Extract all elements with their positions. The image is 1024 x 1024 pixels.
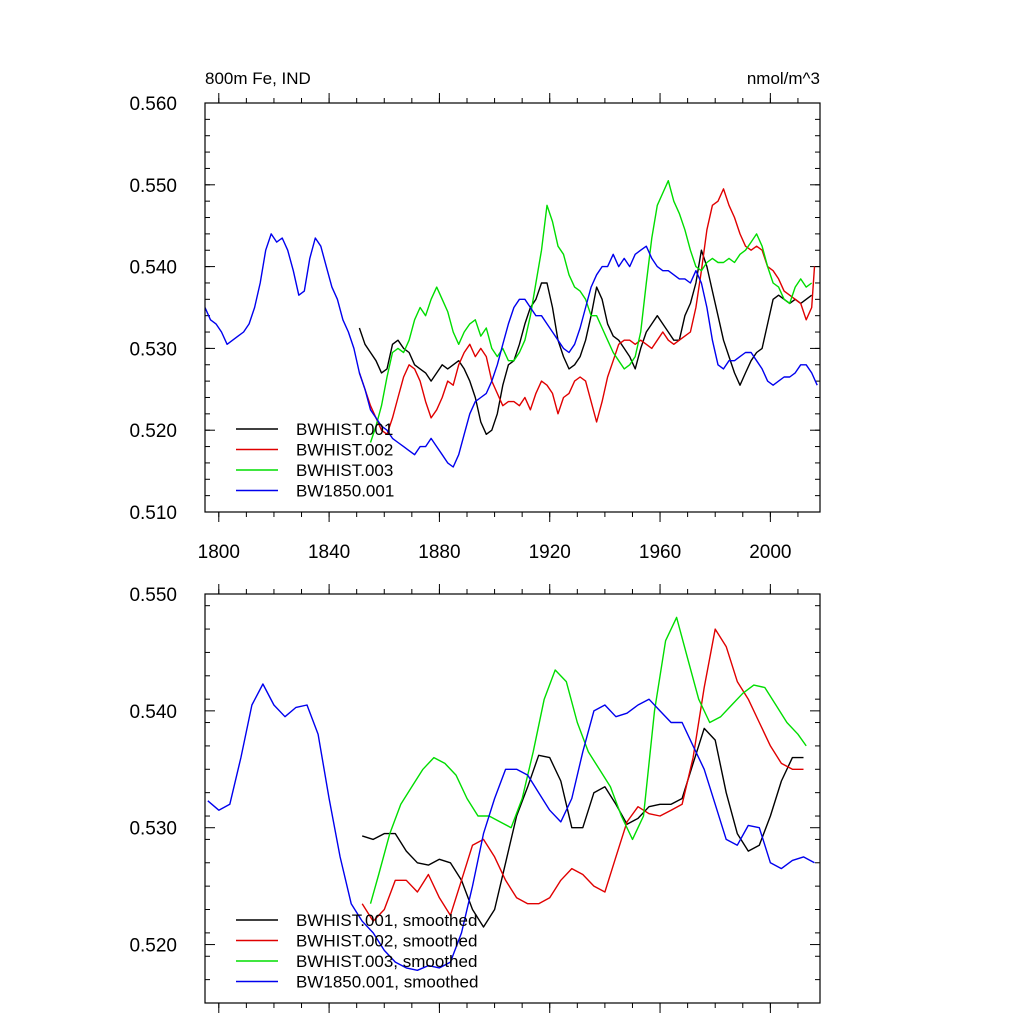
top-xtick-label: 1880 — [418, 542, 460, 563]
top-xtick-label: 2000 — [749, 542, 791, 563]
top-legend-label: BW1850.001 — [296, 482, 394, 501]
bottom-legend-label: BWHIST.003, smoothed — [296, 952, 477, 971]
top-ytick-label: 0.550 — [129, 176, 177, 197]
bottom-series-line-4 — [207, 683, 815, 971]
bottom-ytick-label: 0.530 — [129, 819, 177, 840]
top-series-line-3 — [369, 179, 813, 443]
bottom-legend-label: BWHIST.002, smoothed — [296, 932, 477, 951]
bottom-ytick-label: 0.540 — [129, 702, 177, 723]
bottom-series-line-2 — [361, 628, 804, 922]
top-ytick-label: 0.540 — [129, 258, 177, 279]
bottom-ytick-label: 0.520 — [129, 936, 177, 957]
top-ytick-label: 0.560 — [129, 94, 177, 115]
top-xtick-label: 1840 — [308, 542, 350, 563]
top-plot-frame — [204, 102, 821, 513]
bottom-legend: BWHIST.001, smoothed BWHIST.002, smoothed… — [236, 911, 478, 992]
units-label: nmol/m^3 — [747, 69, 820, 88]
bottom-plot-frame — [204, 593, 821, 1004]
chart-title: 800m Fe, IND — [205, 69, 311, 88]
top-xtick-label: 1960 — [639, 542, 681, 563]
top-panel: 800m Fe, IND nmol/m^3 0.510 0.520 0.530 0.5… — [129, 69, 821, 563]
bottom-ytick-label: 0.550 — [129, 585, 177, 606]
top-xtick-label: 1800 — [198, 542, 240, 563]
top-ytick-label: 0.510 — [129, 503, 177, 524]
bottom-legend-label: BWHIST.001, smoothed — [296, 911, 477, 930]
top-legend-label: BWHIST.001 — [296, 420, 393, 439]
top-ytick-label: 0.520 — [129, 421, 177, 442]
top-legend-label: BWHIST.003 — [296, 461, 393, 480]
bottom-legend-label: BW1850.001, smoothed — [296, 973, 478, 992]
top-series-line-4 — [205, 233, 818, 468]
bottom-panel: 0.520 0.530 0.540 0.550 BWHIST.001, smoothe… — [129, 584, 821, 1013]
top-xtick-label: 1920 — [529, 542, 571, 563]
top-legend-label: BWHIST.002 — [296, 441, 393, 460]
top-series-line-2 — [358, 188, 816, 435]
top-ytick-label: 0.530 — [129, 339, 177, 360]
top-series-line-1 — [358, 249, 813, 435]
bottom-series-line-1 — [361, 727, 804, 928]
bottom-series-line-3 — [369, 616, 807, 904]
